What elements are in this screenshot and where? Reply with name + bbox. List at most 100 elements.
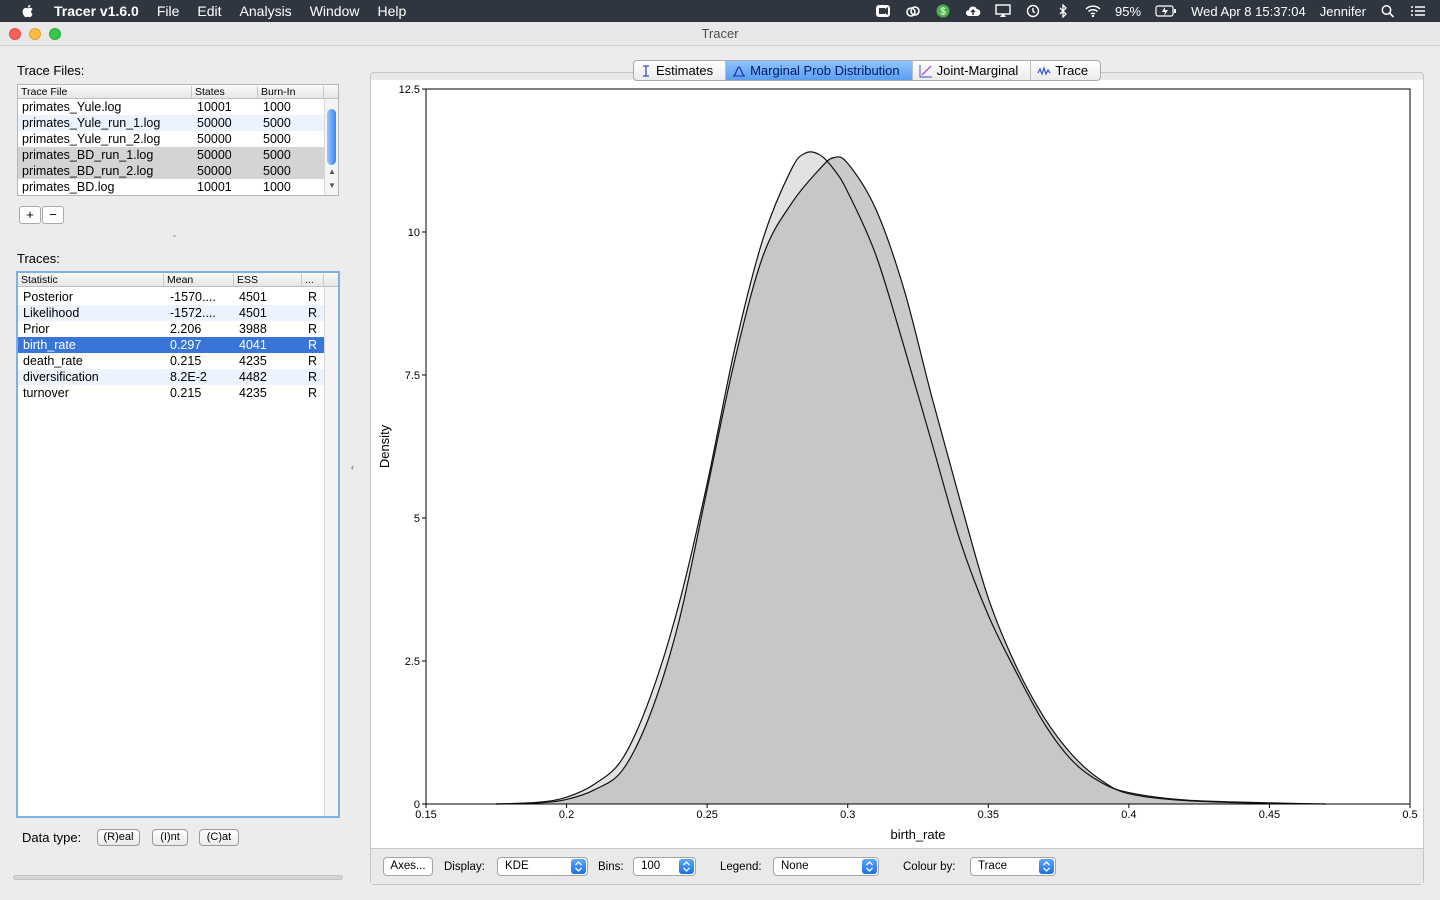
bins-select[interactable]: 100	[633, 857, 696, 876]
traces-table: Statistic Mean ESS ... Posterior -1570..…	[16, 271, 340, 818]
y-tick-label: 12.5	[399, 84, 420, 96]
menu-edit[interactable]: Edit	[197, 3, 222, 19]
menu-file[interactable]: File	[156, 3, 180, 19]
analysis-tabs: Estimates Marginal Prob Distribution Joi…	[633, 60, 1102, 81]
app-menu[interactable]: Tracer v1.6.0	[54, 3, 139, 19]
display-select[interactable]: KDE	[497, 857, 588, 876]
split-pane-handle-icon[interactable]: ˆ	[173, 234, 176, 244]
column-burn-in[interactable]: Burn-In	[258, 86, 324, 99]
trace-statistic: Posterior	[23, 290, 74, 304]
y-axis-label: Density	[377, 424, 392, 468]
trace-file-burnin[interactable]: 1000	[263, 180, 291, 194]
column-states[interactable]: States	[192, 86, 258, 99]
trace-type: R	[308, 386, 318, 400]
data-type-int-button[interactable]: (I)nt	[152, 829, 188, 846]
airplay-icon[interactable]	[995, 4, 1011, 18]
trace-ess: 4235	[239, 354, 267, 368]
trace-files-scrollbar[interactable]: ▲ ▼	[324, 99, 338, 195]
add-trace-file-button[interactable]: +	[19, 206, 41, 224]
time-machine-icon[interactable]	[1025, 4, 1041, 18]
trace-row[interactable]: Posterior -1570.... 4501 R	[18, 289, 338, 305]
trace-file-name: primates_Yule.log	[22, 100, 122, 114]
dollar-icon[interactable]: $	[935, 4, 951, 18]
trace-file-burnin[interactable]: 5000	[263, 148, 291, 162]
trace-file-row[interactable]: primates_BD_run_2.log 50000 5000	[18, 163, 338, 179]
trace-mean: 0.215	[170, 386, 202, 400]
close-window-button[interactable]	[9, 28, 21, 40]
data-type-real-button[interactable]: (R)eal	[97, 829, 140, 846]
scroll-up-arrow-icon[interactable]: ▲	[328, 167, 336, 176]
cloud-upload-icon[interactable]	[965, 4, 981, 18]
trace-mean: 2.206	[170, 322, 202, 336]
trace-mean: -1570....	[170, 290, 216, 304]
colour-by-select[interactable]: Trace	[970, 857, 1056, 876]
trace-file-row[interactable]: primates_BD.log 10001 1000	[18, 179, 338, 195]
trace-ess: 4501	[239, 306, 267, 320]
colour-by-label: Colour by:	[903, 861, 956, 873]
column-mean[interactable]: Mean	[164, 274, 234, 287]
tab-trace[interactable]: Trace	[1031, 61, 1100, 80]
tab-joint-marginal[interactable]: Joint-Marginal	[913, 61, 1032, 80]
column-trace-file[interactable]: Trace File	[18, 86, 192, 99]
split-pane-divider-icon[interactable]: ‹	[351, 462, 354, 472]
trace-type: R	[308, 370, 318, 384]
scroll-down-arrow-icon[interactable]: ▼	[328, 181, 336, 190]
trace-statistic: turnover	[23, 386, 69, 400]
zoom-icon[interactable]	[875, 4, 891, 18]
creative-cloud-icon[interactable]	[905, 4, 921, 18]
traces-scrollbar[interactable]	[324, 287, 338, 816]
trace-file-row[interactable]: primates_Yule_run_1.log 50000 5000	[18, 115, 338, 131]
trace-row[interactable]: diversification 8.2E-2 4482 R	[18, 369, 338, 385]
minimize-window-button[interactable]	[29, 28, 41, 40]
trace-ess: 4235	[239, 386, 267, 400]
trace-ess: 4482	[239, 370, 267, 384]
column-statistic[interactable]: Statistic	[18, 274, 164, 287]
trace-row[interactable]: death_rate 0.215 4235 R	[18, 353, 338, 369]
menu-help[interactable]: Help	[377, 3, 407, 19]
trace-file-burnin[interactable]: 1000	[263, 100, 291, 114]
plot-area[interactable]: 0.15 0.2 0.25 0.3 0.35 0.4 0.45 0.5 0 2.5 5 7.5 10 12…	[371, 80, 1423, 848]
clock[interactable]: Wed Apr 8 15:37:04	[1191, 3, 1306, 19]
menu-analysis[interactable]: Analysis	[239, 3, 292, 19]
trace-file-burnin[interactable]: 5000	[263, 164, 291, 178]
x-axis-label: birth_rate	[891, 827, 946, 842]
column-ess[interactable]: ESS	[234, 274, 302, 287]
battery-icon[interactable]	[1155, 4, 1177, 18]
trace-file-row[interactable]: primates_Yule_run_2.log 50000 5000	[18, 131, 338, 147]
apple-icon[interactable]	[20, 3, 36, 19]
density-plot[interactable]: 0.15 0.2 0.25 0.3 0.35 0.4 0.45 0.5 0 2.5 5 7.5 10 12…	[371, 80, 1423, 848]
trace-file-row[interactable]: primates_BD_run_1.log 50000 5000	[18, 147, 338, 163]
remove-trace-file-button[interactable]: −	[42, 206, 64, 224]
trace-ess: 3988	[239, 322, 267, 336]
column-type[interactable]: ...	[302, 274, 324, 287]
trace-row[interactable]: Prior 2.206 3988 R	[18, 321, 338, 337]
wifi-icon[interactable]	[1085, 4, 1101, 18]
display-value: KDE	[505, 860, 529, 872]
trace-row[interactable]: Likelihood -1572.... 4501 R	[18, 305, 338, 321]
data-type-label: Data type:	[22, 830, 82, 845]
scroll-thumb[interactable]	[327, 109, 336, 165]
tab-marginal-prob-distribution[interactable]: Marginal Prob Distribution	[726, 61, 913, 80]
trace-row-selected[interactable]: birth_rate 0.297 4041 R	[18, 337, 338, 353]
trace-file-burnin[interactable]: 5000	[263, 132, 291, 146]
traces-header: Statistic Mean ESS ...	[18, 273, 338, 287]
axes-button[interactable]: Axes...	[383, 857, 433, 876]
x-tick-label: 0.45	[1259, 809, 1280, 821]
trace-type: R	[308, 354, 318, 368]
menu-window[interactable]: Window	[309, 3, 360, 19]
notification-center-icon[interactable]	[1410, 4, 1426, 18]
trace-statistic: birth_rate	[23, 338, 76, 352]
horizontal-scrollbar[interactable]	[13, 875, 343, 880]
spotlight-search-icon[interactable]	[1380, 4, 1396, 18]
trace-file-states: 50000	[197, 132, 232, 146]
zoom-window-button[interactable]	[49, 28, 61, 40]
legend-select[interactable]: None	[773, 857, 879, 876]
user-name[interactable]: Jennifer	[1319, 3, 1366, 19]
tab-estimates[interactable]: Estimates	[634, 61, 727, 80]
trace-file-name: primates_Yule_run_1.log	[22, 116, 161, 130]
data-type-cat-button[interactable]: (C)at	[199, 829, 239, 846]
trace-file-burnin[interactable]: 5000	[263, 116, 291, 130]
trace-file-row[interactable]: primates_Yule.log 10001 1000	[18, 99, 338, 115]
trace-row[interactable]: turnover 0.215 4235 R	[18, 385, 338, 401]
bluetooth-icon[interactable]	[1055, 4, 1071, 18]
